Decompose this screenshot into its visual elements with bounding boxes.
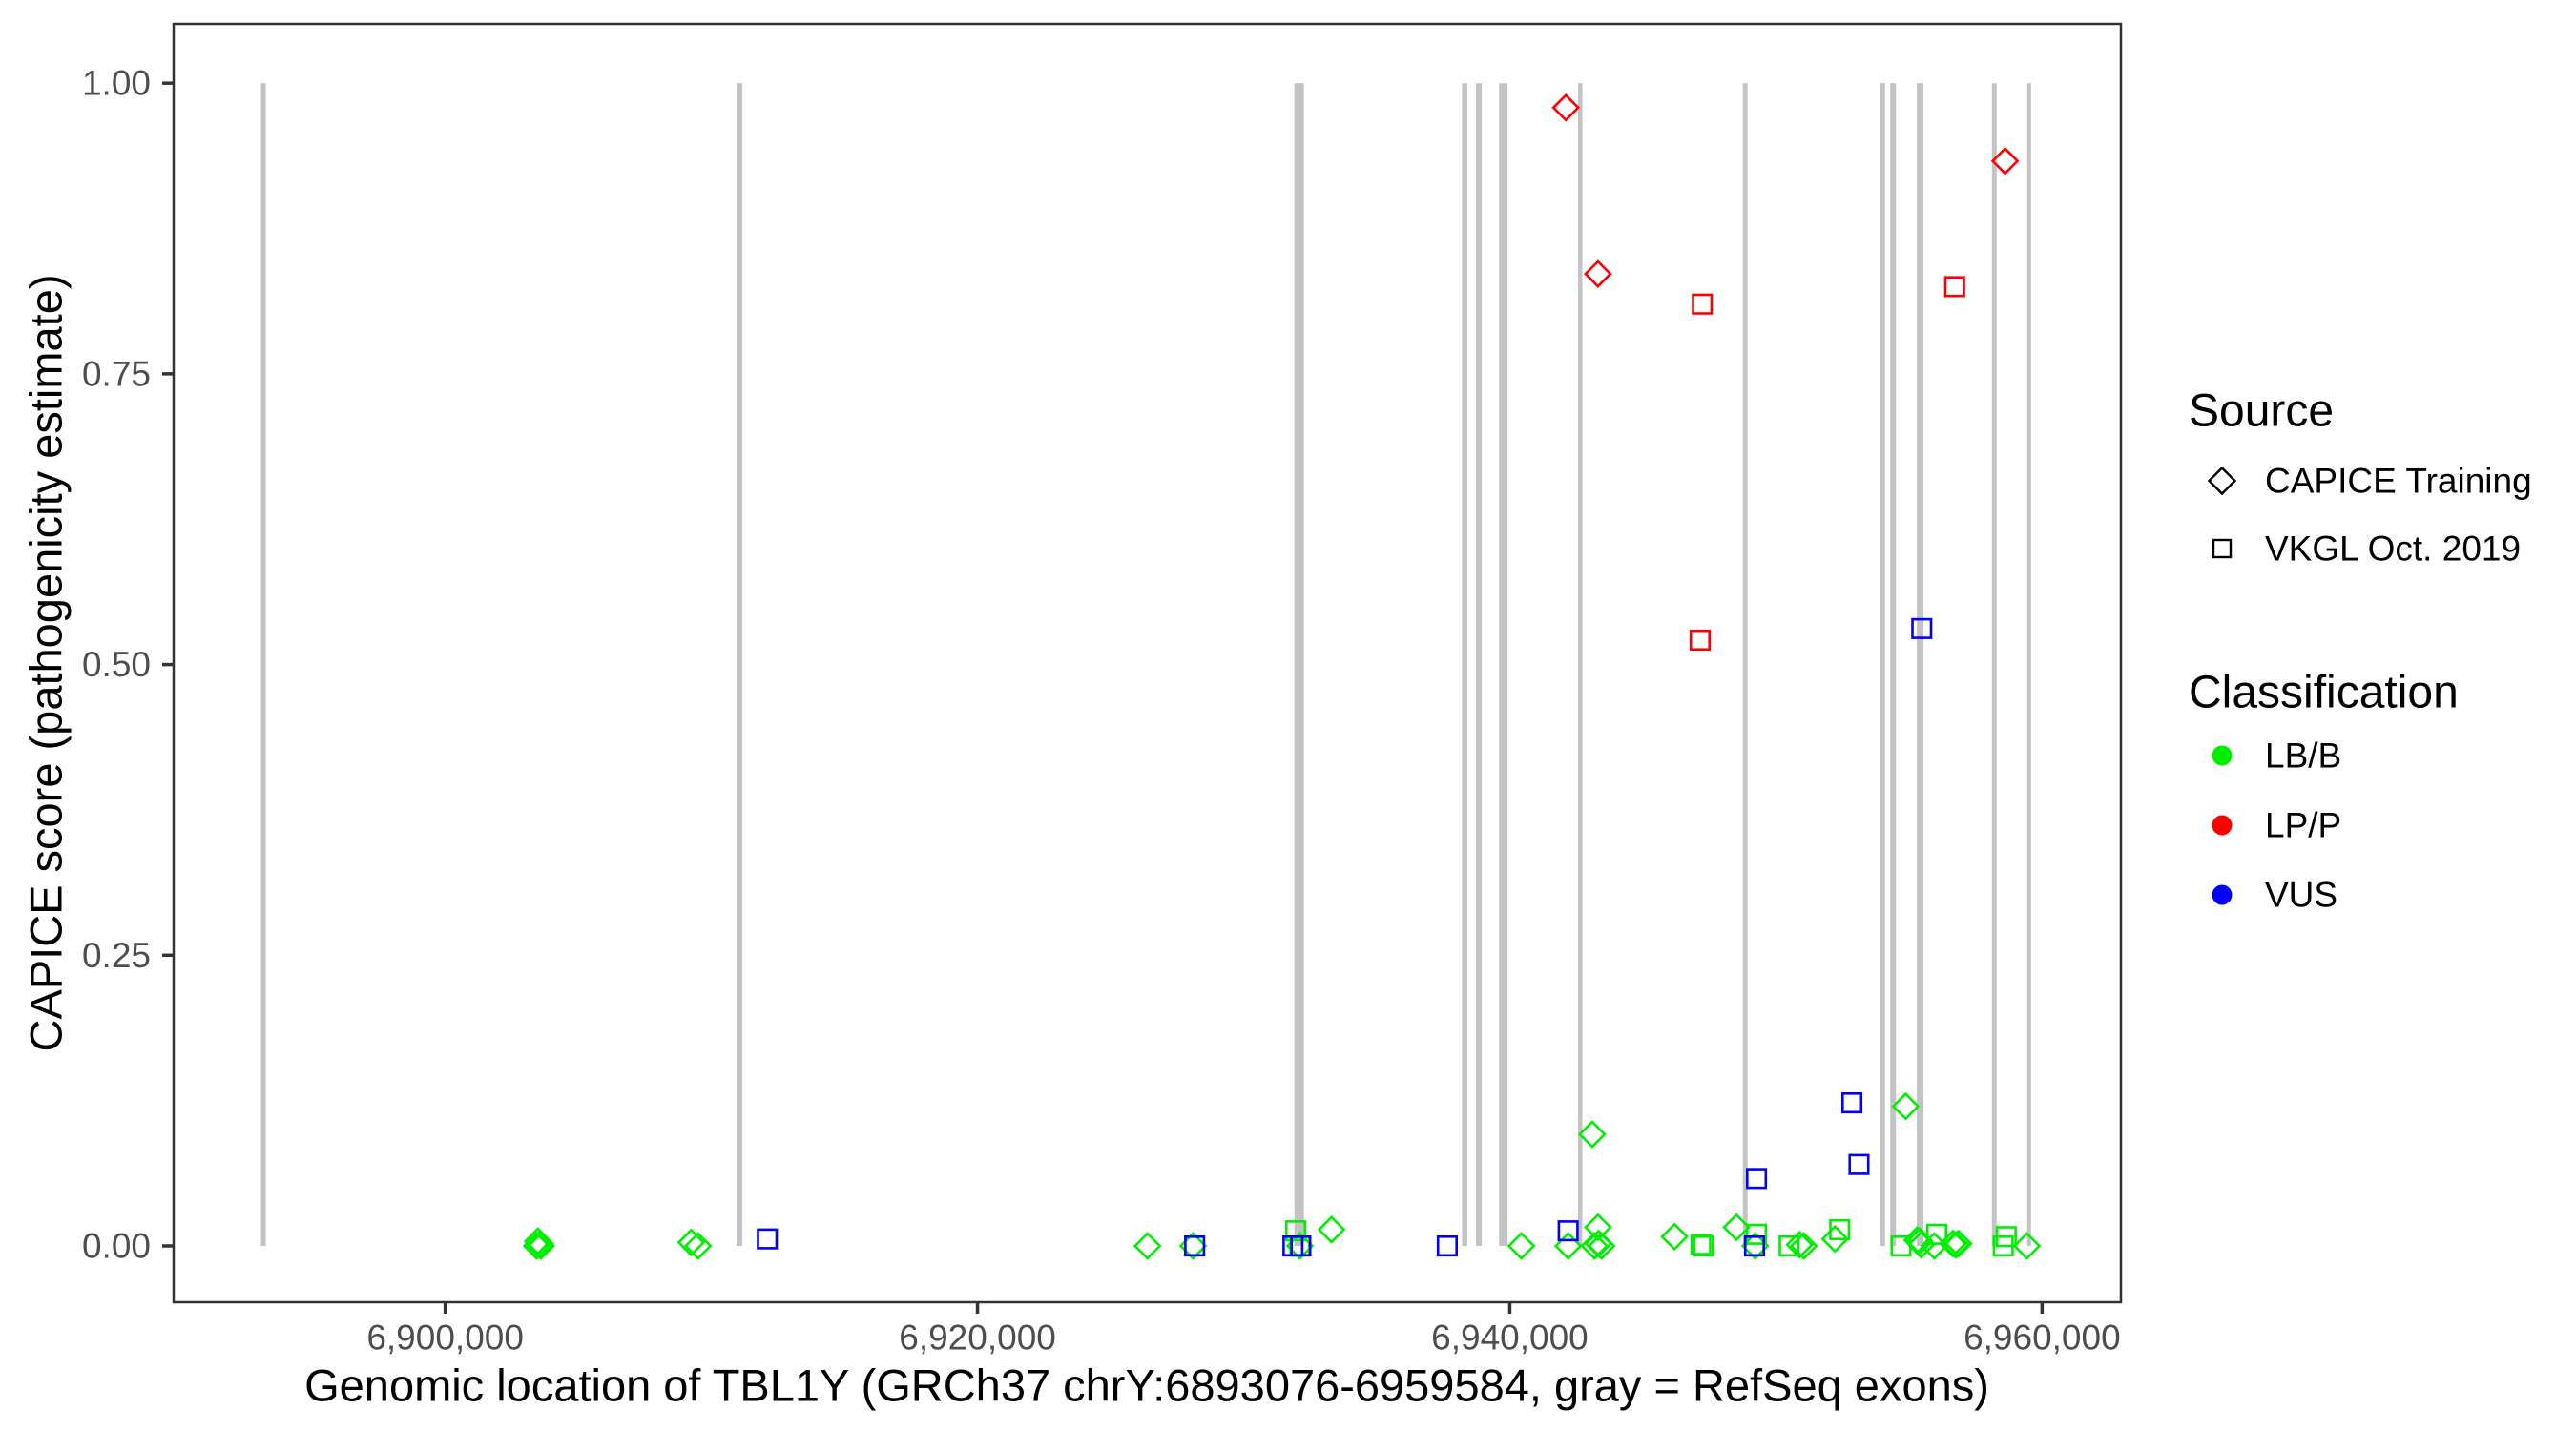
legend-item-label: LP/P [2265,806,2341,845]
x-axis: 6,900,000 6,920,000 6,940,000 6,960,000 [366,1302,2121,1358]
data-point-square [1557,1220,1579,1242]
legend-item-vkgl: VKGL Oct. 2019 [2212,529,2521,569]
legend-item-lbb: LB/B [2212,736,2341,776]
data-point-diamond [1587,1232,1616,1260]
data-point-diamond [1990,146,2020,176]
data-point-diamond [1722,1213,1751,1242]
legend-item-label: CAPICE Training [2265,462,2532,501]
x-axis-title: Genomic location of TBL1Y (GRCh37 chrY:6… [304,1360,1989,1411]
data-point-diamond [1553,1232,1583,1260]
data-point-square [1746,1168,1768,1190]
data-point-diamond [1660,1222,1689,1252]
data-point-diamond [1820,1224,1850,1254]
data-point-diamond [1891,1091,1921,1121]
data-point-diamond [1578,1120,1607,1149]
legend-source-title: Source [2189,386,2334,437]
exon-bar [1890,83,1897,1247]
data-point-square [1943,276,1965,298]
y-axis: 0.00 0.25 0.50 0.75 1.00 [82,64,174,1266]
data-point-square [1290,1235,1312,1257]
data-point-diamond [1506,1232,1536,1260]
lpp-color-key-icon [2212,815,2233,836]
data-point-diamond [676,1228,706,1257]
exon-bar [1991,83,1997,1247]
exon-bar [1476,83,1483,1247]
y-tick-label: 0.75 [82,354,151,393]
exon-bar [1294,83,1304,1247]
exon-bar [1499,83,1508,1247]
data-point-square [1693,1235,1714,1257]
panel-border [172,22,2123,1304]
data-point-square [1743,1235,1765,1257]
legend-item-lpp: LP/P [2212,806,2341,845]
exon-bar [1917,83,1924,1247]
exon-bar [1578,83,1583,1247]
exon-bar [1880,83,1885,1247]
legend-classification-title: Classification [2189,668,2459,718]
legend-item-vus: VUS [2212,876,2337,915]
legend: Source CAPICE Training VKGL Oct. 2019 Cl… [2189,386,2532,915]
data-point-diamond [1551,93,1581,122]
data-point-diamond [1584,259,1612,288]
y-tick-label: 0.00 [82,1227,151,1266]
x-tick-label: 6,940,000 [1431,1318,1589,1358]
data-point-square [1778,1235,1800,1257]
data-point-diamond [2012,1232,2042,1260]
y-tick-label: 1.00 [82,64,151,103]
data-point-square [1841,1092,1863,1114]
exon-bar [1742,83,1748,1247]
legend-item-capice-training: CAPICE Training [2207,462,2532,501]
exon-bar [260,83,266,1247]
vus-color-key-icon [2212,884,2233,905]
data-point-square [1925,1223,1947,1245]
data-point-diamond [683,1232,713,1260]
data-point-diamond [1789,1232,1818,1260]
data-point-square [1692,293,1714,315]
data-point-diamond [1317,1215,1346,1244]
lbb-color-key-icon [2212,745,2233,766]
x-tick-label: 6,900,000 [366,1318,524,1358]
exon-bar [1462,83,1467,1247]
data-point-square [1746,1223,1768,1245]
data-point-diamond [1906,1230,1936,1259]
points-group [522,93,2042,1260]
data-point-square [1995,1226,2017,1248]
data-point-diamond [1943,1229,1973,1258]
square-key-icon [2212,538,2233,559]
data-point-diamond [527,1232,555,1260]
data-point-square [1285,1220,1307,1242]
data-point-diamond [1584,1213,1612,1242]
data-point-square [757,1228,779,1250]
legend-item-label: VKGL Oct. 2019 [2265,529,2521,569]
data-point-square [1829,1218,1851,1240]
y-tick-label: 0.25 [82,936,151,975]
y-tick-label: 0.50 [82,645,151,684]
data-point-square [1848,1153,1870,1175]
data-point-diamond [1132,1232,1162,1260]
y-axis-title: CAPICE score (pathogenicity estimate) [21,275,72,1052]
legend-item-label: VUS [2265,876,2337,915]
exon-bar [737,83,743,1247]
data-point-square [1689,629,1711,652]
exon-bar [2026,83,2031,1247]
data-point-square [1184,1235,1206,1257]
x-tick-label: 6,960,000 [1963,1318,2121,1358]
data-point-square [1911,617,1933,639]
data-point-diamond [1939,1229,1967,1258]
data-point-square [1690,1234,1712,1255]
x-tick-label: 6,920,000 [899,1318,1056,1358]
data-point-diamond [1785,1230,1815,1259]
data-point-square [1436,1235,1458,1257]
diamond-key-icon [2207,466,2237,496]
legend-item-label: LB/B [2265,736,2341,776]
exons-group [260,83,2031,1247]
